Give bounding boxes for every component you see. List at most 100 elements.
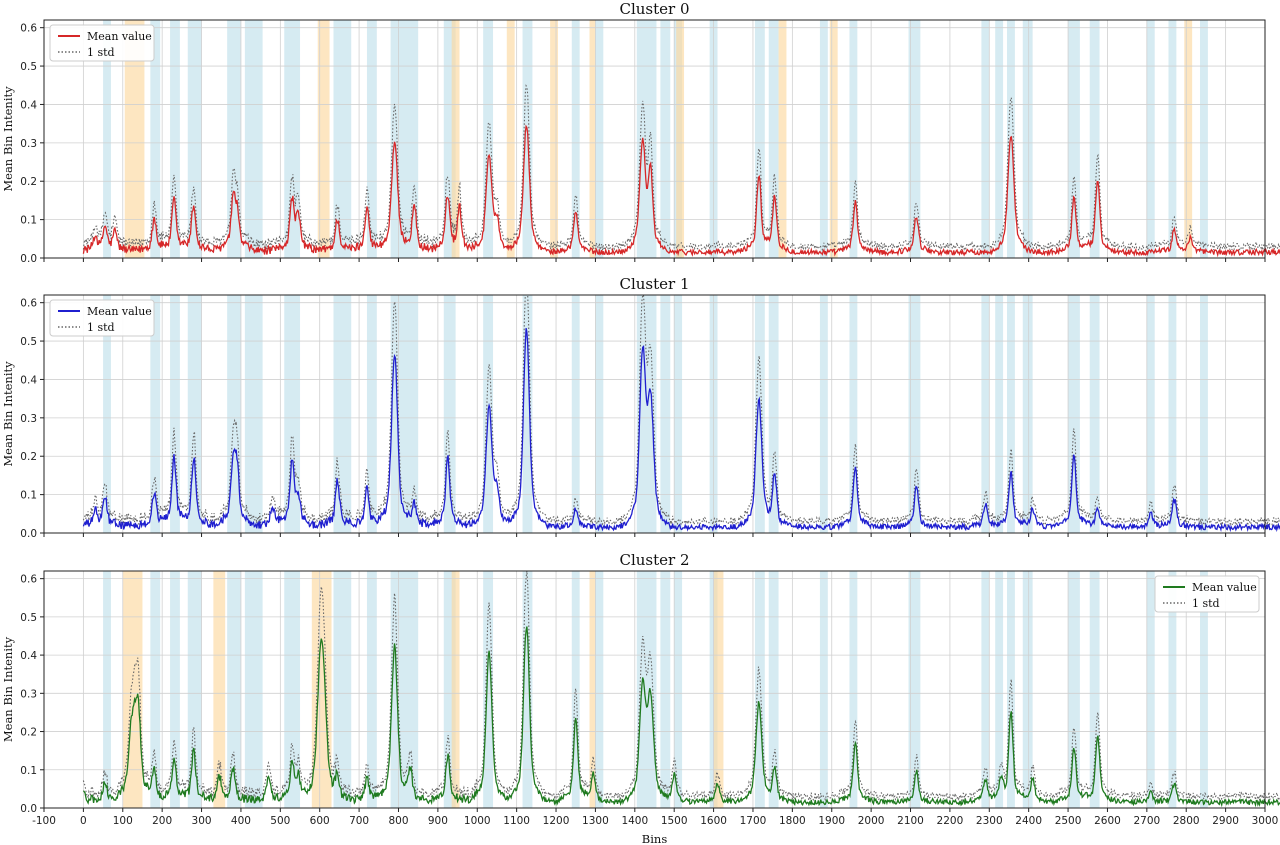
highlight-band-blue bbox=[1068, 295, 1080, 533]
x-tick-label: 700 bbox=[349, 815, 369, 827]
highlight-band-blue bbox=[1200, 571, 1208, 808]
highlight-band-blue bbox=[150, 20, 161, 258]
highlight-band-orange bbox=[713, 571, 724, 808]
highlight-band-blue bbox=[1200, 20, 1208, 258]
highlight-band-blue bbox=[103, 295, 111, 533]
legend: Mean value 1 std bbox=[1154, 575, 1260, 613]
highlight-band-blue bbox=[333, 20, 352, 258]
plot-frame bbox=[43, 294, 1266, 534]
panel-cluster-0: 0.0 0.1 0.2 0.3 0.4 0.5 0.6 Cluster 0 Mean Bin I… bbox=[1, 0, 1280, 265]
highlight-band-blue bbox=[170, 20, 180, 258]
highlight-band-blue bbox=[768, 571, 779, 808]
y-tick-label: 0.0 bbox=[20, 528, 37, 540]
y-tick-label: 0.5 bbox=[20, 612, 37, 624]
x-tick-label: 1500 bbox=[661, 815, 688, 827]
y-tick-label: 0.2 bbox=[20, 727, 37, 739]
highlight-band-blue bbox=[908, 571, 921, 808]
legend: Mean value 1 std bbox=[49, 24, 155, 62]
highlight-band-orange bbox=[589, 571, 596, 808]
panel-cluster-1: 0.0 0.1 0.2 0.3 0.4 0.5 0.6 Cluster 1 Mean Bin I… bbox=[1, 275, 1280, 540]
x-tick-label: 1300 bbox=[582, 815, 609, 827]
x-tick-label: 1000 bbox=[464, 815, 491, 827]
highlight-band-blue bbox=[1146, 20, 1155, 258]
highlight-band-blue bbox=[187, 295, 202, 533]
highlight-band-blue bbox=[390, 571, 419, 808]
highlight-band-blue bbox=[571, 295, 580, 533]
highlight-band-blue bbox=[1089, 295, 1100, 533]
highlight-band-blue bbox=[1007, 295, 1015, 533]
highlight-band-blue bbox=[908, 20, 921, 258]
highlight-band-orange bbox=[124, 20, 145, 258]
y-tick-label: 0.2 bbox=[20, 176, 37, 188]
x-tick-label: 400 bbox=[231, 815, 251, 827]
y-tick-label: 0.0 bbox=[20, 253, 37, 265]
highlight-band-blue bbox=[1007, 571, 1015, 808]
highlight-band-blue bbox=[981, 20, 990, 258]
highlight-band-blue bbox=[150, 571, 161, 808]
x-tick-label: 2000 bbox=[858, 815, 885, 827]
highlight-band-blue bbox=[660, 571, 671, 808]
highlight-band-blue bbox=[1022, 571, 1033, 808]
y-tick-label: 0.5 bbox=[20, 336, 37, 348]
highlight-band-blue bbox=[819, 571, 828, 808]
highlight-band-blue bbox=[995, 571, 1004, 808]
highlight-band-blue bbox=[1022, 20, 1033, 258]
legend-label-mean: Mean value bbox=[87, 305, 152, 318]
legend-label-std: 1 std bbox=[87, 321, 115, 334]
highlight-band-blue bbox=[768, 295, 779, 533]
y-tick-label: 0.6 bbox=[20, 574, 37, 586]
highlight-band-blue bbox=[170, 295, 180, 533]
series-std bbox=[82, 294, 1280, 528]
y-tick-label: 0.1 bbox=[20, 215, 37, 227]
highlight-band-blue bbox=[1168, 295, 1177, 533]
x-tick-label: 2800 bbox=[1173, 815, 1200, 827]
y-axis-label: Mean Bin Intenity bbox=[1, 636, 15, 742]
highlight-band-blue bbox=[522, 295, 533, 533]
highlight-band-blue bbox=[333, 571, 352, 808]
panel-title: Cluster 1 bbox=[619, 275, 689, 293]
highlight-band-blue bbox=[187, 571, 202, 808]
x-tick-label: 1400 bbox=[621, 815, 648, 827]
panel-title: Cluster 0 bbox=[619, 0, 689, 18]
highlight-band-blue bbox=[1146, 571, 1155, 808]
x-tick-label: 1700 bbox=[740, 815, 767, 827]
highlight-band-blue bbox=[244, 20, 263, 258]
highlight-band-blue bbox=[819, 295, 828, 533]
highlight-band-orange bbox=[589, 20, 596, 258]
highlight-band-blue bbox=[660, 20, 671, 258]
panel-title: Cluster 2 bbox=[619, 551, 689, 569]
highlight-band-blue bbox=[227, 20, 241, 258]
highlight-band-blue bbox=[443, 20, 456, 258]
highlight-band-blue bbox=[595, 571, 604, 808]
y-tick-label: 0.3 bbox=[20, 688, 37, 700]
highlight-band-blue bbox=[819, 20, 828, 258]
highlight-band-orange bbox=[451, 20, 460, 258]
highlight-band-orange bbox=[317, 20, 330, 258]
plot-frame bbox=[43, 19, 1266, 259]
highlight-band-blue bbox=[981, 571, 990, 808]
x-tick-label: 2300 bbox=[976, 815, 1003, 827]
x-tick-label: 0 bbox=[80, 815, 87, 827]
highlight-band-blue bbox=[595, 295, 604, 533]
highlight-band-blue bbox=[674, 571, 683, 808]
x-tick-label: 800 bbox=[388, 815, 408, 827]
highlight-band-blue bbox=[1146, 295, 1155, 533]
x-tick-label: 2600 bbox=[1094, 815, 1121, 827]
series-mean bbox=[82, 327, 1280, 533]
highlight-band-orange bbox=[506, 20, 515, 258]
series-mean bbox=[82, 626, 1280, 808]
highlight-band-blue bbox=[366, 571, 377, 808]
y-tick-label: 0.4 bbox=[20, 99, 37, 111]
x-tick-label: 500 bbox=[270, 815, 290, 827]
x-axis-label: Bins bbox=[642, 832, 668, 845]
highlight-band-blue bbox=[995, 295, 1004, 533]
highlight-band-blue bbox=[244, 571, 263, 808]
highlight-band-orange bbox=[451, 571, 460, 808]
y-tick-label: 0.3 bbox=[20, 138, 37, 150]
x-tick-label: 900 bbox=[428, 815, 448, 827]
highlight-band-blue bbox=[284, 571, 301, 808]
series-std bbox=[82, 570, 1280, 803]
highlight-band-orange bbox=[778, 20, 787, 258]
x-tick-label: 2100 bbox=[897, 815, 924, 827]
highlight-band-orange bbox=[676, 20, 685, 258]
